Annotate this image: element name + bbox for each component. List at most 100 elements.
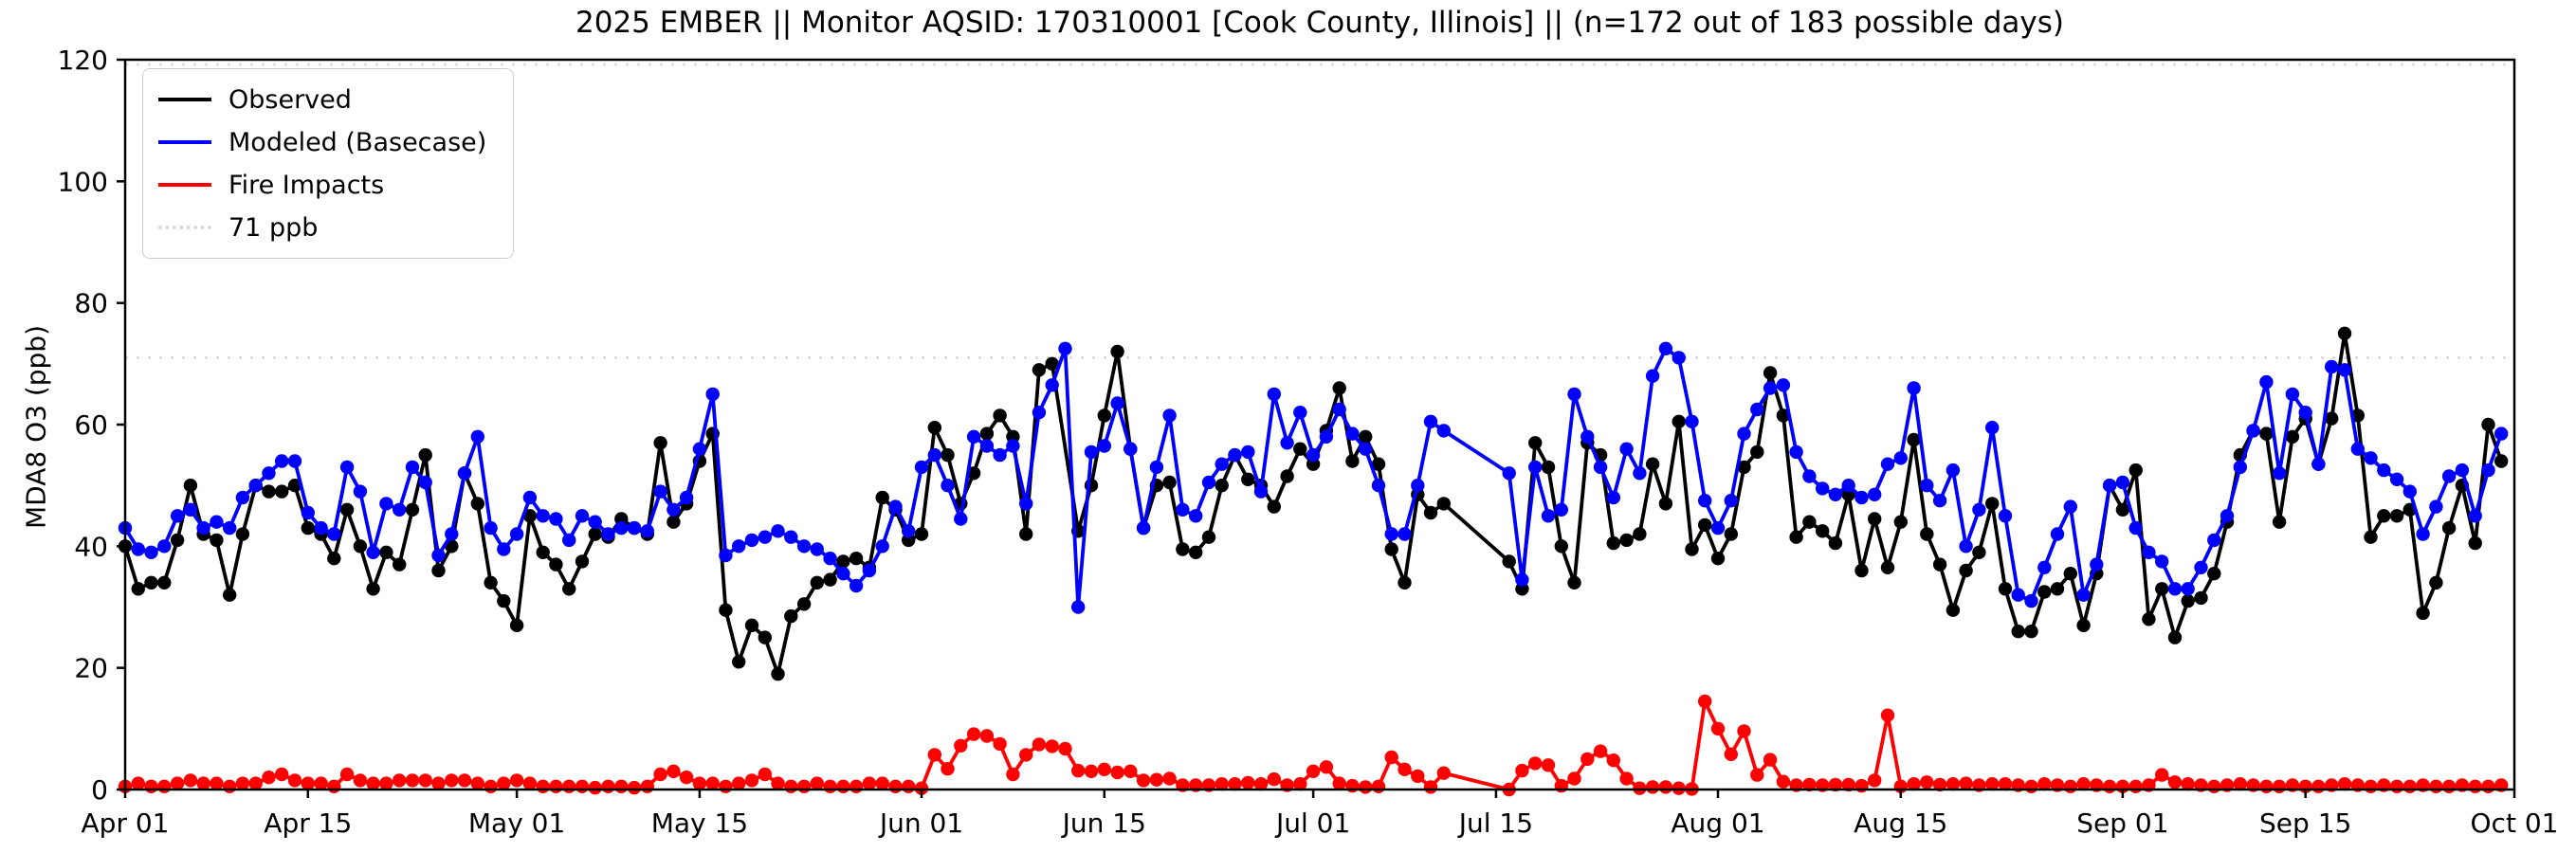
observed-series-marker: [2468, 535, 2482, 551]
fire-series-marker: [1580, 752, 1595, 767]
modeled-series-marker: [1032, 406, 1047, 420]
fire-series-marker: [2429, 779, 2443, 793]
fire-series-marker: [1985, 777, 2000, 791]
modeled-series-marker: [2468, 509, 2482, 523]
observed-series-marker: [339, 502, 355, 517]
modeled-series-marker: [705, 387, 720, 402]
fire-series-marker: [2181, 777, 2195, 791]
fire-series-marker: [1006, 767, 1020, 782]
fire-series-marker: [1750, 768, 1764, 782]
modeled-line-icon: [158, 140, 211, 144]
modeled-series-marker: [614, 520, 629, 535]
fire-series-marker: [993, 736, 1007, 752]
fire-series-marker: [1019, 748, 1033, 762]
modeled-series-marker: [562, 533, 576, 548]
fire-series-marker: [1710, 721, 1726, 735]
observed-series-marker: [2115, 502, 2130, 517]
modeled-series-marker: [1554, 502, 1569, 517]
fire-series-marker: [2441, 779, 2457, 793]
fire-series-marker: [183, 773, 198, 788]
observed-series-marker: [979, 426, 995, 441]
observed-series-marker: [2416, 606, 2430, 621]
fire-series-marker: [1423, 780, 1438, 794]
modeled-series-marker: [679, 490, 694, 505]
legend-item-modeled: Modeled (Basecase): [158, 125, 486, 159]
observed-series-marker: [1828, 535, 1843, 551]
modeled-series-marker: [1907, 381, 1921, 395]
modeled-series-marker: [627, 520, 642, 535]
observed-series-marker: [327, 552, 341, 566]
observed-series-marker: [1816, 524, 1830, 538]
modeled-series-marker: [287, 454, 302, 468]
fire-series-marker: [1619, 771, 1634, 786]
fire-series-marker: [849, 779, 864, 793]
modeled-series-marker: [470, 429, 484, 444]
observed-series-marker: [418, 447, 432, 463]
modeled-series-marker: [914, 460, 929, 475]
fire-series-marker: [1436, 766, 1452, 780]
modeled-series-marker: [902, 524, 916, 538]
fire-series-marker: [144, 779, 158, 793]
modeled-series-marker: [339, 460, 355, 475]
observed-series-marker: [1541, 460, 1556, 475]
observed-series-marker: [875, 490, 889, 505]
fire-series-marker: [914, 781, 929, 795]
observed-series-marker: [157, 575, 172, 590]
fire-series-marker: [588, 780, 602, 795]
modeled-series-marker: [2494, 426, 2509, 441]
observed-series-marker: [210, 533, 224, 548]
modeled-series-marker: [2128, 520, 2143, 535]
observed-series-marker: [2024, 625, 2038, 639]
modeled-series-marker: [732, 539, 746, 554]
modeled-series-marker: [1932, 494, 1947, 508]
x-tick-label: May 15: [651, 808, 748, 839]
observed-series-marker: [1606, 535, 1621, 551]
fire-series-marker: [966, 727, 981, 741]
observed-series-marker: [2128, 463, 2143, 478]
modeled-series-marker: [1176, 502, 1190, 517]
modeled-series-marker: [1162, 408, 1177, 423]
modeled-series-marker: [2155, 554, 2169, 569]
observed-series-marker: [2389, 509, 2404, 523]
modeled-series-marker: [1253, 484, 1269, 499]
modeled-series-marker: [275, 454, 289, 468]
fire-series-marker: [2167, 775, 2183, 789]
fire-series-marker: [431, 776, 446, 790]
observed-series-marker: [1645, 457, 1660, 471]
observed-series-marker: [1972, 545, 1986, 559]
fire-series-marker: [1724, 747, 1739, 761]
x-tick-label: Oct 01: [2471, 808, 2559, 839]
modeled-series-marker: [2142, 545, 2156, 559]
modeled-series-marker: [667, 502, 681, 517]
fire-series-marker: [823, 779, 837, 793]
modeled-series-marker: [784, 530, 798, 544]
fire-series-marker: [2076, 777, 2091, 791]
modeled-series-marker: [927, 447, 941, 463]
fire-series-marker: [1411, 769, 1425, 784]
modeled-series-marker: [248, 479, 263, 493]
fire-series-marker: [2481, 779, 2495, 793]
observed-series-marker: [287, 479, 302, 493]
modeled-series-marker: [2311, 457, 2326, 471]
fire-series-marker: [353, 773, 368, 788]
modeled-series-marker: [536, 509, 550, 523]
modeled-series-marker: [1645, 369, 1660, 383]
fire-series-marker: [1032, 737, 1047, 752]
modeled-series-marker: [653, 484, 667, 499]
observed-series-marker: [144, 575, 158, 590]
legend-label: Modeled (Basecase): [228, 127, 487, 157]
fire-series-marker: [1528, 756, 1543, 771]
fire-series-marker: [445, 773, 459, 788]
fire-series-marker: [1946, 777, 1961, 791]
observed-series-marker: [131, 582, 145, 596]
fire-series-marker: [301, 776, 315, 790]
fire-series-marker: [1097, 762, 1112, 776]
modeled-series-marker: [2259, 374, 2274, 390]
observed-series-marker: [1698, 517, 1712, 533]
x-tick-label: Jun 01: [878, 808, 963, 839]
modeled-series-marker: [1841, 479, 1855, 493]
legend-label: 71 ppb: [228, 212, 319, 243]
fire-series-marker: [927, 748, 941, 762]
modeled-series-marker: [2285, 387, 2300, 402]
